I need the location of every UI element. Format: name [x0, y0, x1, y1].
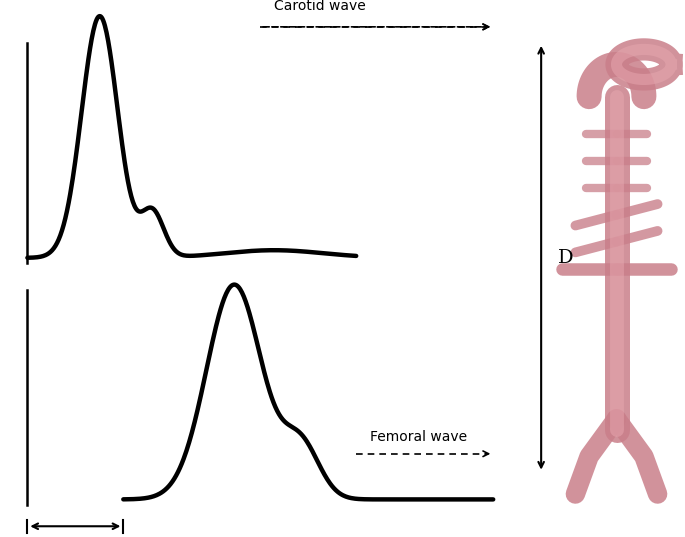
Text: D: D — [558, 249, 574, 267]
Text: Carotid wave: Carotid wave — [274, 0, 366, 13]
Text: Femoral wave: Femoral wave — [370, 430, 467, 444]
